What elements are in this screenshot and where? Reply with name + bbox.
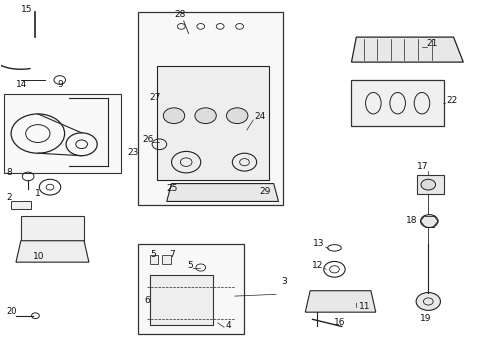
Bar (149, 275, 212, 325)
Text: 20: 20 (6, 307, 17, 316)
Text: 21: 21 (426, 39, 437, 48)
Circle shape (226, 108, 247, 123)
Circle shape (163, 108, 184, 123)
Circle shape (415, 293, 440, 310)
Text: 11: 11 (358, 302, 369, 311)
Text: 27: 27 (149, 93, 161, 102)
Text: 26: 26 (142, 135, 153, 144)
Circle shape (166, 291, 205, 319)
Text: 17: 17 (416, 162, 428, 171)
Circle shape (195, 108, 216, 123)
Text: 18: 18 (405, 216, 416, 225)
Bar (21, 216, 84, 241)
Circle shape (420, 179, 435, 190)
Bar (149, 255, 158, 264)
Text: 24: 24 (254, 112, 265, 121)
Text: 8: 8 (6, 168, 12, 177)
Polygon shape (16, 241, 89, 262)
Polygon shape (166, 184, 278, 202)
Text: 1: 1 (35, 189, 41, 198)
Text: 13: 13 (313, 239, 324, 248)
Text: 7: 7 (169, 250, 175, 259)
Text: 15: 15 (21, 5, 32, 14)
Bar (416, 175, 443, 194)
Text: 2: 2 (6, 193, 12, 202)
Text: 19: 19 (419, 314, 430, 323)
Text: 4: 4 (225, 321, 231, 330)
Bar (162, 255, 170, 264)
Text: 14: 14 (16, 80, 27, 89)
Bar (11, 201, 30, 208)
Text: 22: 22 (446, 96, 457, 105)
Text: 5: 5 (150, 250, 156, 259)
Text: 6: 6 (144, 296, 150, 305)
Text: 12: 12 (312, 261, 323, 270)
Bar (137, 12, 283, 205)
Text: 3: 3 (281, 276, 286, 285)
Text: 5: 5 (187, 261, 193, 270)
Bar (351, 80, 443, 126)
Bar (137, 244, 244, 334)
Polygon shape (305, 291, 375, 312)
Text: 25: 25 (166, 184, 178, 193)
Circle shape (420, 215, 437, 228)
Polygon shape (351, 37, 462, 62)
Text: 28: 28 (174, 10, 185, 19)
Text: 23: 23 (127, 148, 139, 157)
Bar (4, 94, 120, 173)
Polygon shape (157, 66, 268, 180)
Text: 9: 9 (57, 80, 63, 89)
Text: 29: 29 (259, 186, 270, 195)
Text: 16: 16 (334, 318, 345, 327)
Text: 10: 10 (33, 252, 44, 261)
